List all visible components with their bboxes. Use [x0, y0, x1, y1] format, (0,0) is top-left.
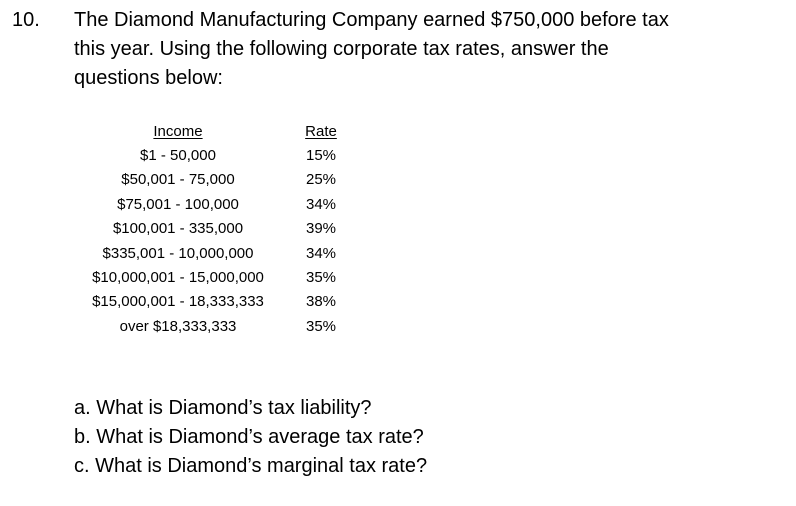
tax-rate: 34%: [305, 244, 337, 262]
question-text: The Diamond Manufacturing Company earned…: [74, 6, 774, 93]
question-line: The Diamond Manufacturing Company earned…: [74, 9, 669, 31]
table-row: $335,001 - 10,000,000 34%: [70, 242, 370, 266]
tax-rate-table: Income Rate $1 - 50,000 15% $50,001 - 75…: [70, 120, 370, 339]
tax-rate: 25%: [305, 171, 337, 189]
income-bracket: $75,001 - 100,000: [117, 195, 239, 213]
question-line: questions below:: [74, 67, 223, 89]
income-bracket: $15,000,001 - 18,333,333: [92, 293, 264, 311]
subquestion-c: c. What is Diamond’s marginal tax rate?: [74, 455, 428, 477]
subquestion-b: b. What is Diamond’s average tax rate?: [74, 426, 424, 448]
tax-rate: 39%: [305, 220, 337, 238]
tax-rate: 34%: [305, 195, 337, 213]
table-row: $10,000,001 - 15,000,000 35%: [70, 266, 370, 290]
table-row: $1 - 50,000 15%: [70, 144, 370, 168]
tax-rate: 15%: [305, 147, 337, 164]
rate-column-header: Rate: [305, 123, 337, 140]
table-row: $75,001 - 100,000 34%: [70, 193, 370, 217]
table-row: $100,001 - 335,000 39%: [70, 217, 370, 241]
income-bracket: $50,001 - 75,000: [121, 171, 235, 189]
subquestion-a: a. What is Diamond’s tax liability?: [74, 397, 372, 419]
income-bracket: over $18,333,333: [119, 317, 237, 335]
question-line: this year. Using the following corporate…: [74, 38, 609, 60]
tax-rate: 35%: [305, 317, 337, 335]
table-row: $15,000,001 - 18,333,333 38%: [70, 290, 370, 314]
income-bracket: $335,001 - 10,000,000: [102, 244, 254, 262]
table-row: $50,001 - 75,000 25%: [70, 168, 370, 192]
table-row: over $18,333,333 35%: [70, 315, 370, 339]
tax-rate: 38%: [305, 293, 337, 311]
tax-rate: 35%: [305, 268, 337, 286]
income-bracket: $10,000,001 - 15,000,000: [92, 268, 264, 286]
question-number: 10.: [12, 9, 40, 31]
table-header-row: Income Rate: [70, 120, 370, 144]
income-bracket: $1 - 50,000: [140, 147, 216, 164]
subquestion-list: a. What is Diamond’s tax liability? b. W…: [74, 394, 427, 481]
income-bracket: $100,001 - 335,000: [112, 220, 244, 238]
income-column-header: Income: [153, 123, 203, 140]
